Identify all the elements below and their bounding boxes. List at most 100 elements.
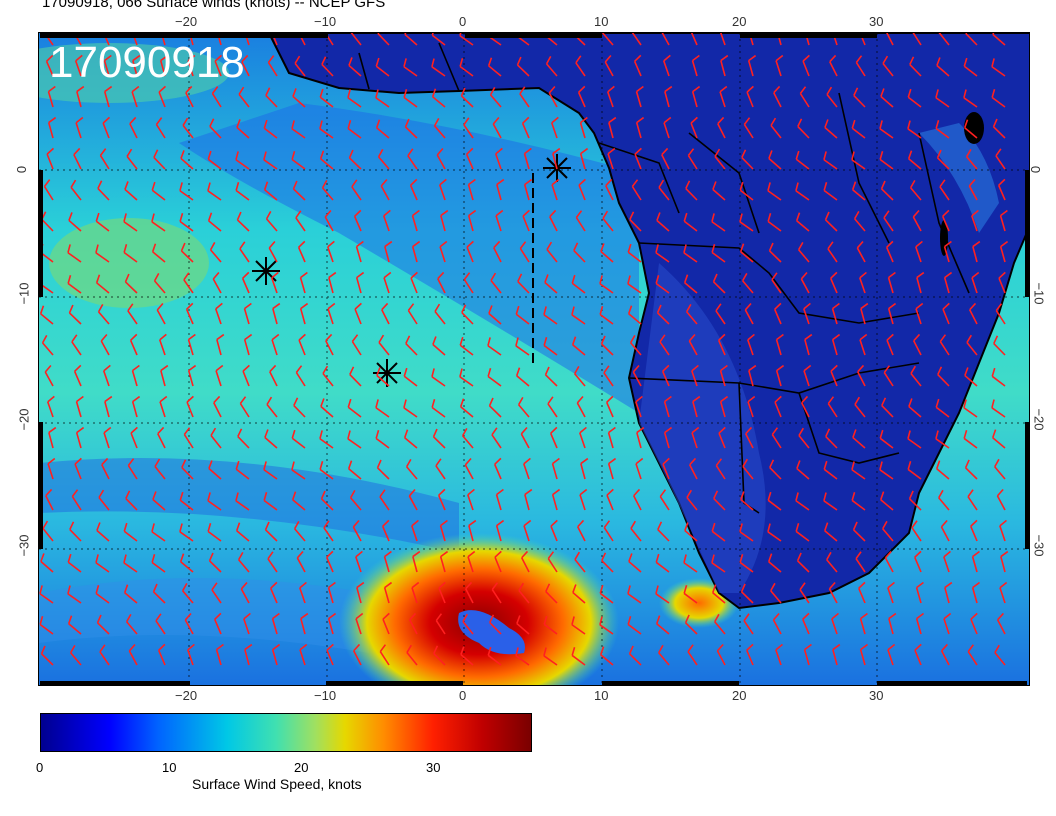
wind-barb — [523, 457, 531, 480]
wind-barb — [352, 519, 362, 542]
wind-barb — [967, 489, 978, 511]
wind-barb — [691, 426, 700, 449]
wind-barb — [381, 302, 390, 325]
wind-barb — [431, 88, 446, 108]
wind-barb — [129, 116, 138, 139]
wind-barb — [963, 119, 978, 139]
wind-barb — [851, 119, 866, 139]
wind-barb — [713, 490, 726, 511]
wind-barb — [320, 398, 334, 418]
wind-barb — [179, 523, 194, 542]
wind-barb — [157, 426, 166, 449]
wind-barb — [660, 33, 670, 46]
wind-barb — [243, 333, 253, 356]
wind-barb — [325, 333, 334, 356]
wind-barb — [601, 552, 614, 573]
wind-barb — [378, 334, 390, 356]
wind-barb — [996, 612, 1006, 635]
wind-barb — [375, 430, 390, 449]
wind-barb — [970, 612, 978, 635]
wind-barb — [574, 551, 586, 573]
wind-barb — [943, 612, 952, 635]
wind-barb — [459, 336, 474, 356]
wind-barb — [239, 241, 250, 263]
lon-tick-top: 20 — [732, 14, 747, 29]
wind-barb — [544, 274, 558, 294]
wind-barb — [800, 271, 810, 294]
wind-barb — [375, 57, 390, 77]
wind-barb — [491, 427, 502, 449]
wind-barb — [519, 86, 530, 108]
wind-barb — [605, 395, 614, 418]
wind-barb — [629, 211, 642, 232]
wind-barb — [855, 55, 866, 77]
wind-barb — [327, 612, 337, 635]
wind-barb — [571, 646, 586, 666]
wind-barb — [607, 426, 616, 449]
wind-barb — [685, 180, 698, 201]
wind-barb — [627, 305, 642, 325]
wind-barb — [767, 491, 782, 511]
wind-barb — [971, 271, 980, 294]
wind-barb — [271, 643, 281, 666]
wind-barb — [655, 244, 670, 263]
wind-barb — [717, 116, 726, 139]
wind-barb — [635, 457, 644, 480]
frame-bar-bottom — [602, 681, 739, 686]
lon-tick-bottom: 0 — [459, 688, 467, 703]
wind-barb — [47, 395, 55, 418]
wind-barb — [242, 364, 250, 387]
wind-barb — [208, 460, 222, 480]
wind-barb — [632, 364, 642, 387]
wind-speed-field — [39, 33, 1029, 685]
wind-barb — [942, 302, 950, 325]
wind-barb — [95, 585, 110, 604]
wind-barb — [123, 554, 138, 573]
wind-barb — [720, 54, 729, 77]
wind-barb — [573, 365, 586, 387]
wind-barb — [802, 612, 810, 635]
wind-barb — [95, 212, 110, 232]
wind-barb — [125, 490, 138, 511]
wind-barb — [774, 395, 782, 418]
wind-barb — [519, 241, 530, 263]
wind-barb — [269, 581, 278, 604]
wind-barb — [327, 581, 336, 604]
wind-barb — [42, 520, 54, 542]
wind-barb — [685, 303, 698, 325]
wind-barb — [209, 241, 222, 263]
wind-barb — [631, 179, 642, 201]
wind-barb — [966, 334, 978, 356]
wind-barb — [39, 585, 54, 604]
wind-barb — [577, 85, 586, 108]
wind-barb — [323, 520, 334, 542]
wind-barb — [213, 612, 222, 635]
wind-barb — [263, 119, 278, 139]
wind-barb — [213, 395, 222, 418]
wind-barb — [852, 429, 866, 449]
wind-barb — [487, 368, 502, 387]
wind-barb — [768, 150, 782, 170]
frame-bar-bottom — [326, 681, 463, 686]
wind-barb — [187, 643, 195, 666]
wind-barb — [994, 644, 1006, 666]
wind-barb — [127, 458, 138, 480]
wind-barb — [935, 120, 950, 139]
wind-barb — [488, 397, 502, 418]
wind-barb — [432, 428, 446, 449]
wind-barb — [883, 210, 894, 232]
wind-barb — [47, 85, 56, 108]
wind-barb — [207, 150, 222, 170]
wind-barb — [543, 615, 558, 635]
wind-barb — [409, 612, 418, 635]
wind-barb — [439, 550, 449, 573]
wind-barb — [547, 396, 558, 418]
wind-barb — [125, 613, 138, 635]
wind-barb — [321, 179, 334, 201]
wind-barb — [739, 181, 754, 201]
wind-barb — [579, 147, 589, 170]
wind-barb — [95, 274, 110, 294]
wind-barb — [714, 613, 726, 635]
lat-tick-left: −20 — [16, 408, 32, 431]
colorbar-tick: 20 — [294, 760, 309, 775]
